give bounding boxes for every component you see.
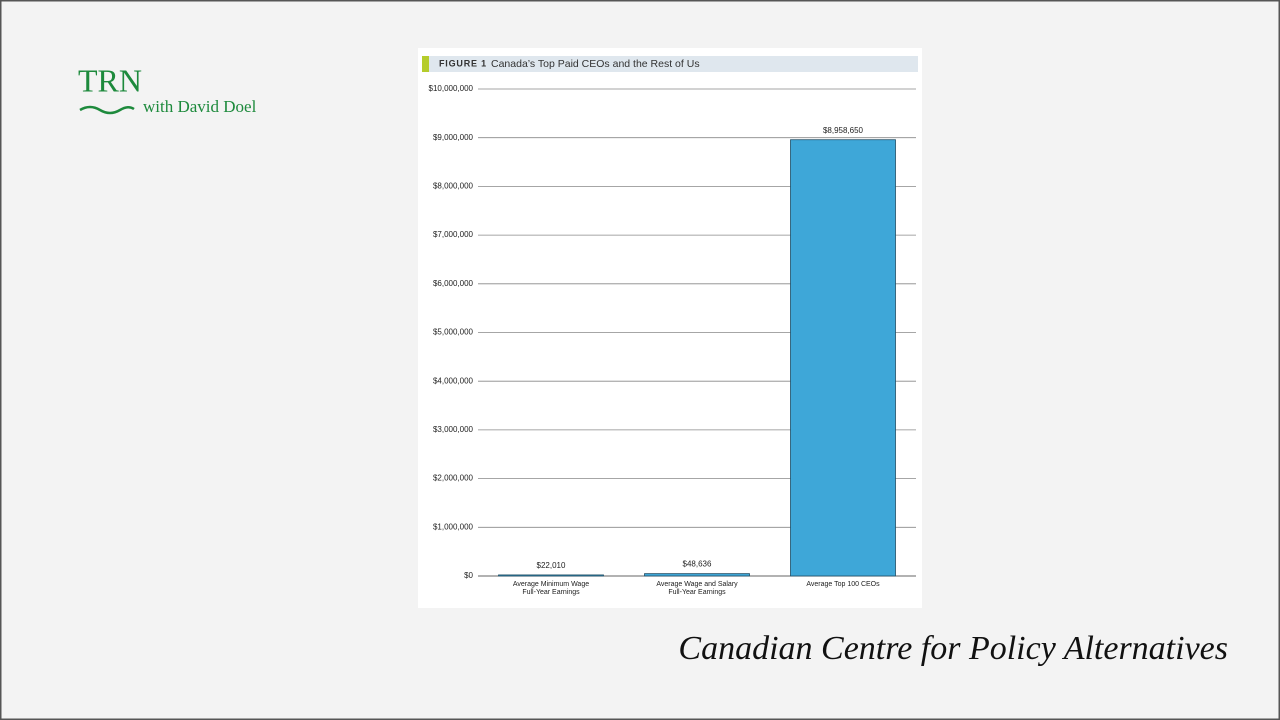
x-tick-label: Average Minimum Wage: [513, 581, 589, 588]
figure-label: FIGURE 1: [439, 58, 487, 68]
value-label: $8,958,650: [823, 126, 864, 135]
bar: [498, 574, 604, 577]
y-tick-label: $6,000,000: [433, 279, 474, 288]
x-tick-label: Full-Year Earnings: [668, 589, 726, 596]
y-tick-label: $1,000,000: [433, 522, 474, 531]
y-tick-label: $10,000,000: [429, 84, 474, 93]
y-tick-label: $2,000,000: [433, 474, 474, 483]
y-tick-label: $5,000,000: [433, 328, 474, 337]
bar: [790, 139, 896, 577]
logo-swoosh: [79, 105, 135, 115]
y-tick-label: $9,000,000: [433, 133, 474, 142]
x-tick-label: Full-Year Earnings: [522, 589, 580, 596]
chart-title: Canada’s Top Paid CEOs and the Rest of U…: [491, 58, 700, 70]
value-label: $22,010: [537, 561, 566, 570]
title-marker: [422, 56, 429, 72]
y-tick-label: $8,000,000: [433, 182, 474, 191]
title-bar: [422, 56, 918, 72]
logo: TRN: [78, 62, 142, 98]
caption: Canadian Centre for Policy Alternatives: [678, 630, 1228, 667]
y-tick-label: $4,000,000: [433, 376, 474, 385]
y-tick-label: $0: [464, 571, 473, 580]
bar: [644, 573, 750, 577]
logo-subtitle: with David Doel: [143, 97, 257, 116]
value-label: $48,636: [683, 560, 712, 569]
x-tick-label: Average Top 100 CEOs: [806, 581, 880, 588]
y-tick-label: $7,000,000: [433, 230, 474, 239]
x-tick-label: Average Wage and Salary: [656, 581, 738, 588]
y-tick-label: $3,000,000: [433, 425, 474, 434]
